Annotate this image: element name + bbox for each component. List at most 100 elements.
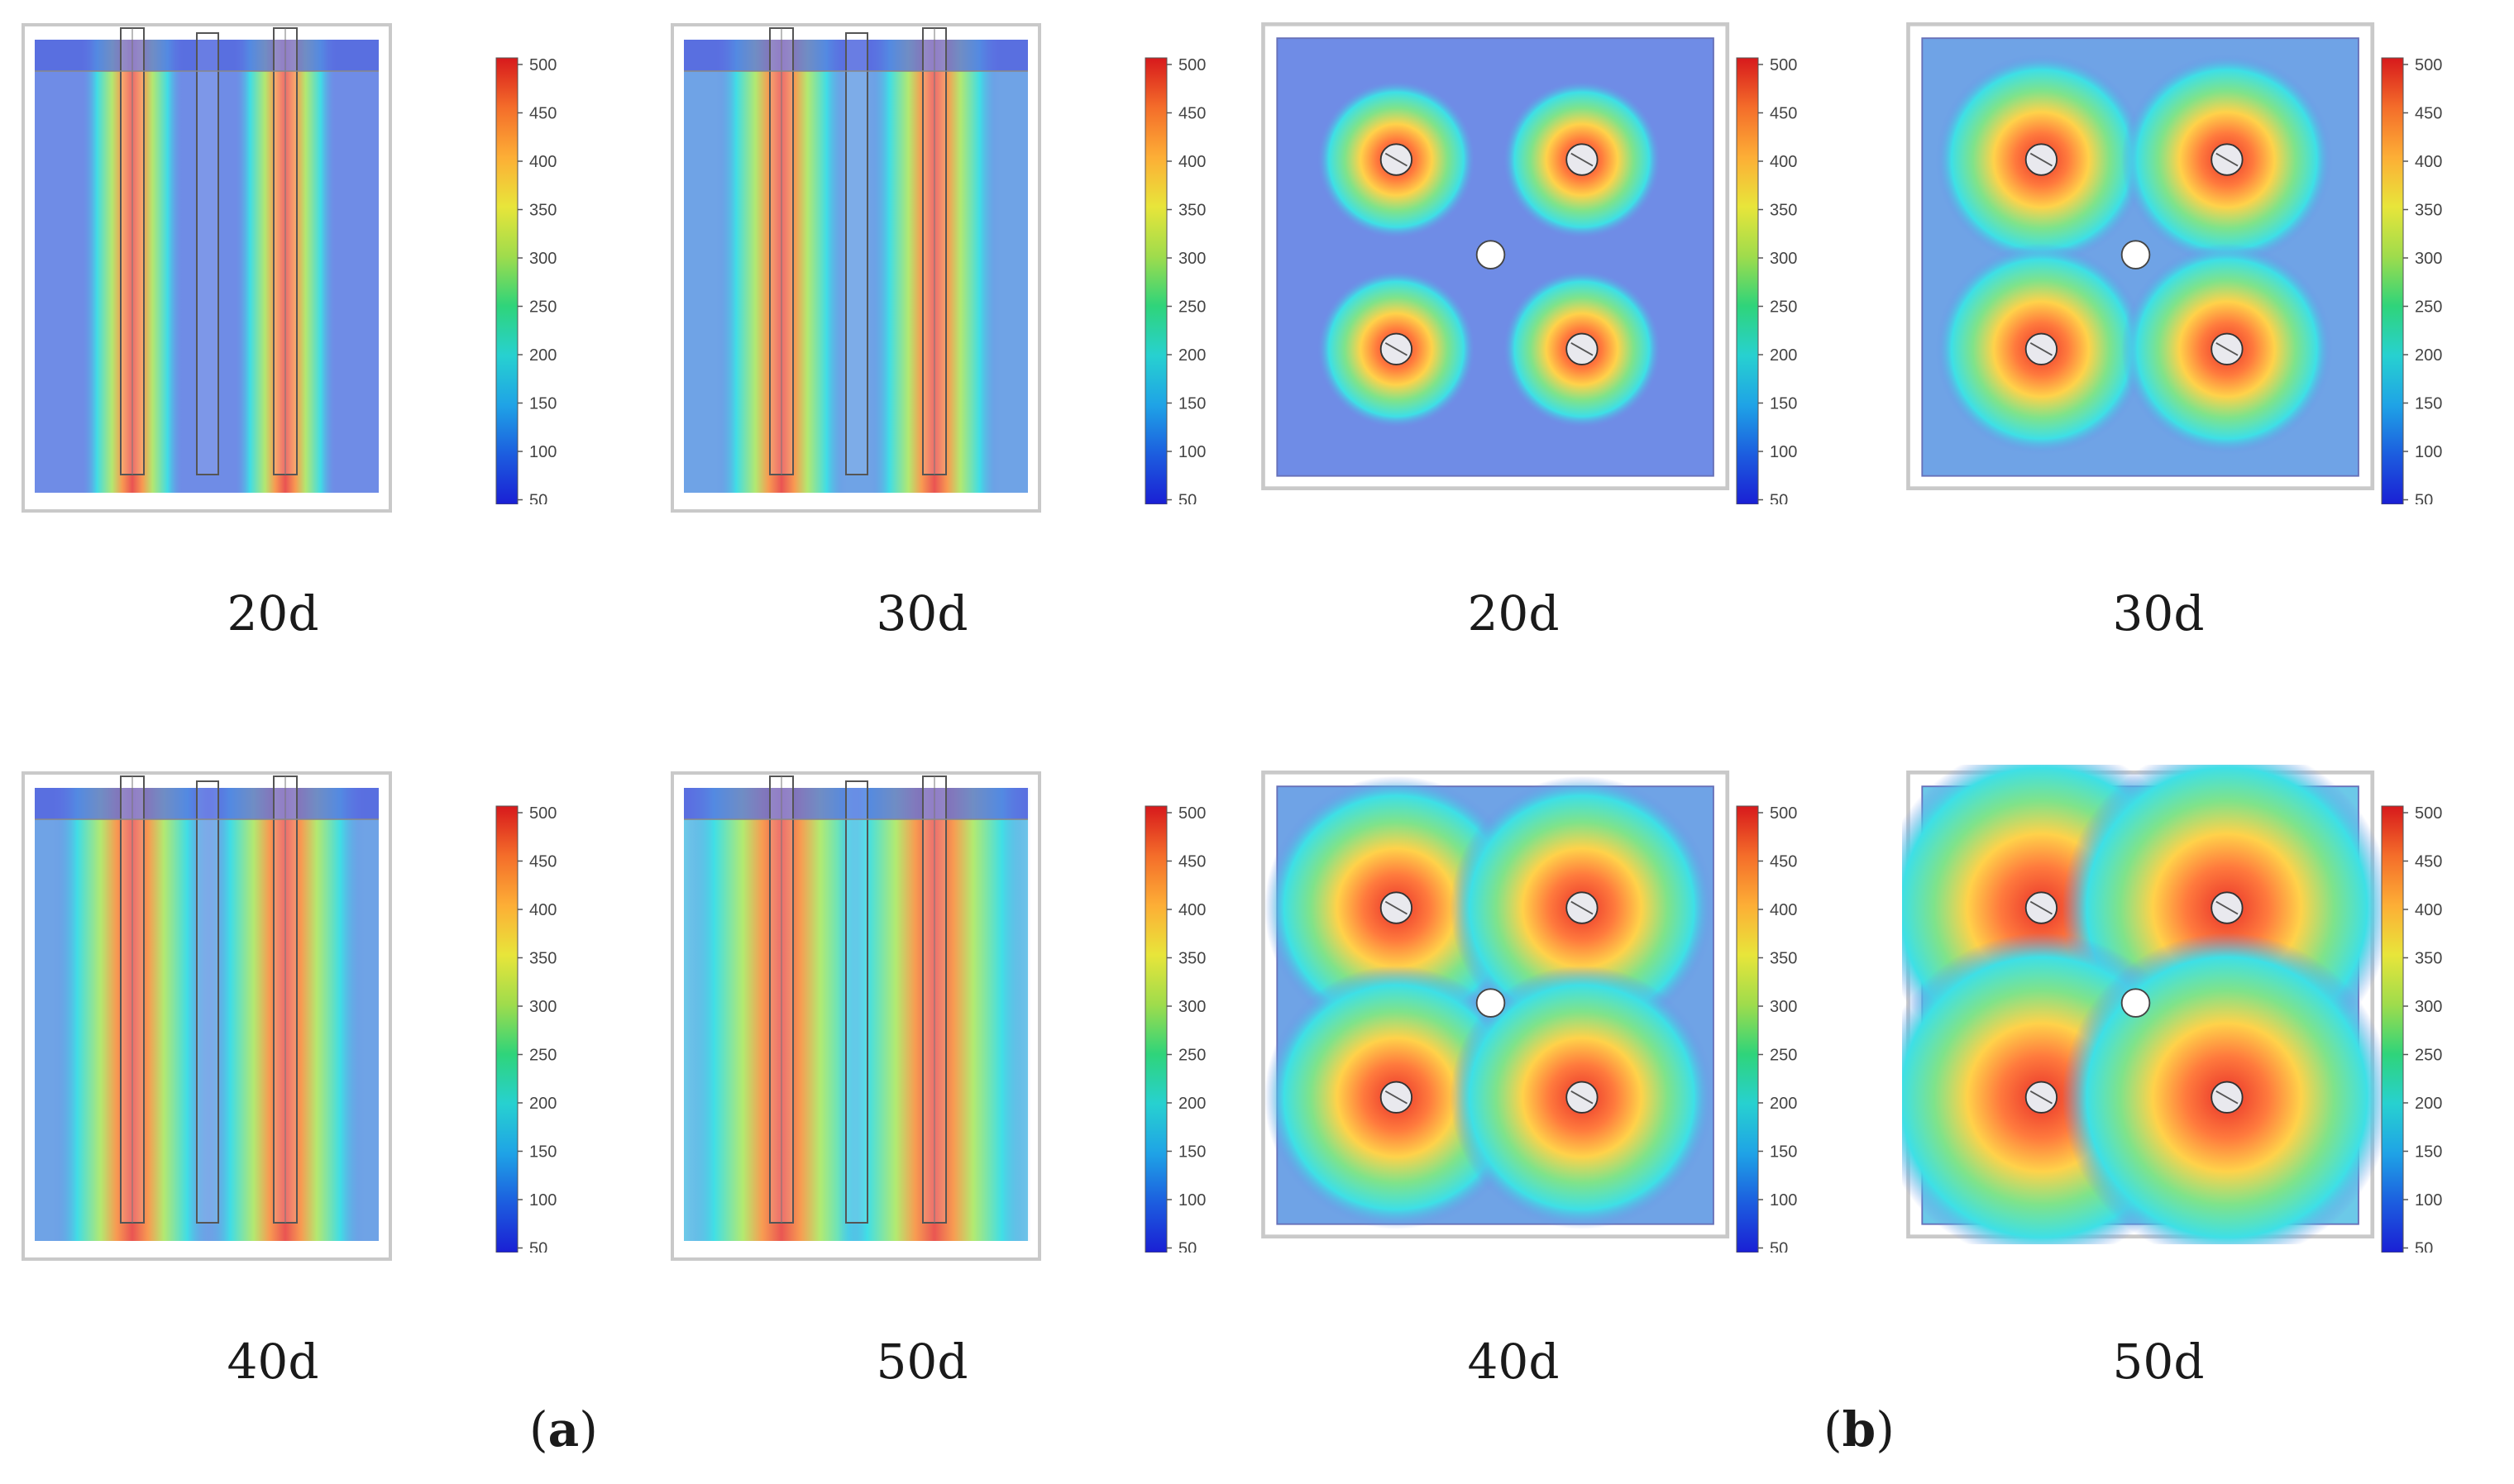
- colorbar-tick-label: 300: [1770, 998, 1797, 1016]
- surface-layer-overlay: [35, 40, 379, 71]
- colorbar-tick-label: 150: [529, 1143, 557, 1162]
- colorbar-tick-label: 350: [2415, 202, 2442, 220]
- surface-layer-overlay: [684, 788, 1028, 819]
- colorbar-tick-label: 100: [1178, 443, 1206, 461]
- pipe-marker: [1384, 341, 1408, 356]
- panel-b-30d: 500 450 400 350 300 250 200 150 100 50 30d: [1902, 17, 2497, 711]
- colorbar-tick-label: 200: [529, 1095, 557, 1113]
- colorbar-tick-label: 100: [1178, 1191, 1206, 1210]
- time-label: 50d: [876, 1334, 968, 1390]
- pipe-marker: [2215, 341, 2239, 356]
- colorbar-tick-label: 300: [529, 250, 557, 268]
- pipe-marker: [1384, 1090, 1408, 1105]
- center-pipe: [1475, 988, 1506, 1018]
- colorbar-tick-label: 500: [1178, 56, 1206, 74]
- subfigure-letter: b: [1842, 1401, 1876, 1458]
- colorbar-tick-label: 50: [2415, 1240, 2433, 1253]
- colorbar-tick-label: 350: [2415, 950, 2442, 968]
- colorbar-tick-label: 250: [529, 298, 557, 317]
- colorbar-tick-label: 100: [1770, 443, 1797, 461]
- colorbar-tick-label: 300: [2415, 250, 2442, 268]
- panel-a-40d: 500 450 400 350 300 250 200 150 100 50 40d: [17, 765, 612, 1459]
- pipe-marker: [1570, 1090, 1594, 1105]
- colorbar-tick-label: 150: [1178, 395, 1206, 413]
- colorbar-tick-label: 50: [1178, 492, 1197, 505]
- panel-a-20d: 500 450 400 350 300 250 200 150 100 50 20d: [17, 17, 612, 711]
- colorbar-tick-label: 50: [2415, 492, 2433, 505]
- colorbar: 500 450 400 350 300 250 200 150 100 50: [495, 804, 557, 1253]
- colorbar-tick-label: 200: [2415, 346, 2442, 365]
- colorbar-tick-label: 200: [1770, 1095, 1797, 1113]
- colorbar-tick-label: 200: [2415, 1095, 2442, 1113]
- panel-a-50d: 500 450 400 350 300 250 200 150 100 50 50d: [666, 765, 1261, 1459]
- colorbar-tick-label: 150: [1770, 395, 1797, 413]
- colorbar: 500 450 400 350 300 250 200 150 100 50: [1145, 56, 1206, 505]
- colorbar-tick-label: 150: [2415, 395, 2442, 413]
- inner-boundary: [1921, 37, 2359, 477]
- colorbar-tick-label: 400: [1770, 153, 1797, 171]
- colorbar-tick-label: 200: [1178, 1095, 1206, 1113]
- colorbar-tick-label: 400: [1178, 901, 1206, 919]
- temperature-field-plan: [1906, 22, 2375, 490]
- center-pipe: [845, 780, 868, 1224]
- paren-open: (: [1823, 1401, 1842, 1458]
- colorbar-tick-label: 500: [1178, 804, 1206, 823]
- temperature-field-plan: [1261, 771, 1730, 1238]
- colorbar-tick-label: 500: [529, 804, 557, 823]
- colorbar-tick-label: 250: [2415, 1047, 2442, 1065]
- colorbar-tick-label: 450: [1770, 105, 1797, 123]
- colorbar-tick-label: 300: [2415, 998, 2442, 1016]
- colorbar-tick-label: 100: [529, 443, 557, 461]
- colorbar-tick-label: 450: [2415, 105, 2442, 123]
- colorbar-tick-label: 400: [1178, 153, 1206, 171]
- colorbar-tick-label: 250: [1770, 1047, 1797, 1065]
- time-label: 40d: [227, 1334, 319, 1390]
- colorbar: 500 450 400 350 300 250 200 150 100 50: [2381, 804, 2442, 1253]
- colorbar-tick-label: 400: [2415, 153, 2442, 171]
- time-label: 20d: [227, 585, 319, 642]
- pipe-marker: [1384, 900, 1408, 915]
- time-label: 30d: [2112, 585, 2205, 642]
- colorbar-gradient: [1736, 57, 1759, 504]
- center-pipe: [2120, 240, 2151, 270]
- colorbar-tick-label: 250: [2415, 298, 2442, 317]
- colorbar-gradient: [1145, 57, 1168, 504]
- inner-boundary: [1276, 785, 1714, 1225]
- colorbar-tick-label: 500: [2415, 804, 2442, 823]
- colorbar-tick-label: 300: [529, 998, 557, 1016]
- center-pipe: [845, 32, 868, 475]
- colorbar-tick-label: 150: [1178, 1143, 1206, 1162]
- temperature-field-vertical: [22, 771, 392, 1261]
- time-label: 40d: [1467, 1334, 1560, 1390]
- colorbar-tick-label: 300: [1770, 250, 1797, 268]
- colorbar-gradient: [1145, 805, 1168, 1253]
- pipe-marker: [1384, 152, 1408, 167]
- colorbar-gradient: [2381, 57, 2404, 504]
- colorbar-tick-label: 500: [1770, 56, 1797, 74]
- colorbar-tick-label: 50: [1770, 1240, 1788, 1253]
- colorbar: 500 450 400 350 300 250 200 150 100 50: [495, 56, 557, 505]
- colorbar-tick-label: 50: [529, 1240, 547, 1253]
- colorbar-tick-label: 50: [529, 492, 547, 505]
- pipe-marker: [1570, 152, 1594, 167]
- colorbar-gradient: [495, 805, 519, 1253]
- pipe-marker: [2215, 1090, 2239, 1105]
- colorbar-tick-label: 100: [2415, 1191, 2442, 1210]
- colorbar-tick-label: 350: [529, 202, 557, 220]
- colorbar-tick-label: 150: [529, 395, 557, 413]
- colorbar-tick-label: 450: [1178, 105, 1206, 123]
- colorbar-tick-label: 350: [1770, 950, 1797, 968]
- colorbar-tick-label: 400: [529, 153, 557, 171]
- colorbar-tick-label: 150: [2415, 1143, 2442, 1162]
- surface-layer-overlay: [684, 40, 1028, 71]
- paren-close: ): [1876, 1401, 1895, 1458]
- colorbar-tick-label: 150: [1770, 1143, 1797, 1162]
- colorbar-tick-label: 50: [1178, 1240, 1197, 1253]
- colorbar-tick-label: 300: [1178, 998, 1206, 1016]
- temperature-field-vertical: [671, 23, 1041, 513]
- subfigure-letter: a: [547, 1401, 580, 1458]
- pipe-marker: [2029, 900, 2053, 915]
- colorbar: 500 450 400 350 300 250 200 150 100 50: [2381, 56, 2442, 505]
- colorbar-tick-label: 250: [529, 1047, 557, 1065]
- subfigure-label-b: (b): [1823, 1401, 1895, 1458]
